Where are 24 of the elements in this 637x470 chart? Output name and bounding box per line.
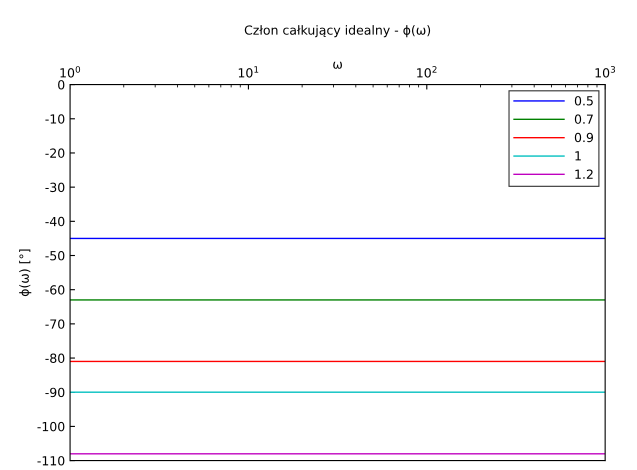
y-tick-label: -10 — [45, 114, 64, 124]
x-tick-label: 10$^{1}$ — [238, 66, 258, 78]
y-tick-label: -30 — [45, 182, 64, 192]
y-tick-label: -60 — [45, 285, 64, 295]
y-tick-label: -70 — [45, 319, 64, 329]
y-tick-label: -50 — [45, 250, 64, 260]
x-axis-title: ω — [333, 62, 342, 69]
y-tick-label: 0 — [58, 80, 64, 90]
y-tick-label: -90 — [45, 388, 64, 398]
y-tick-label: -40 — [45, 216, 64, 226]
y-tick-label: -20 — [45, 148, 64, 158]
legend-label: 0.5 — [574, 96, 593, 106]
y-axis-title: ϕ(ω) [°] — [19, 249, 32, 296]
legend-label: 1.2 — [575, 169, 593, 179]
legend-label: 0.9 — [574, 132, 594, 142]
legend-label: 0.7 — [574, 114, 593, 124]
y-tick-label: -80 — [45, 354, 64, 363]
x-tick-label: 10$^{3}$ — [596, 66, 616, 78]
y-tick-label: -100 — [37, 422, 64, 432]
x-tick-label: 10$^{0}$ — [60, 66, 80, 78]
legend-label: 1 — [575, 151, 581, 160]
chart-title: Człon całkujący idealny - ϕ(ω) — [244, 25, 430, 38]
x-tick-label: 10$^{2}$ — [417, 66, 437, 78]
y-tick-label: -110 — [37, 456, 64, 466]
